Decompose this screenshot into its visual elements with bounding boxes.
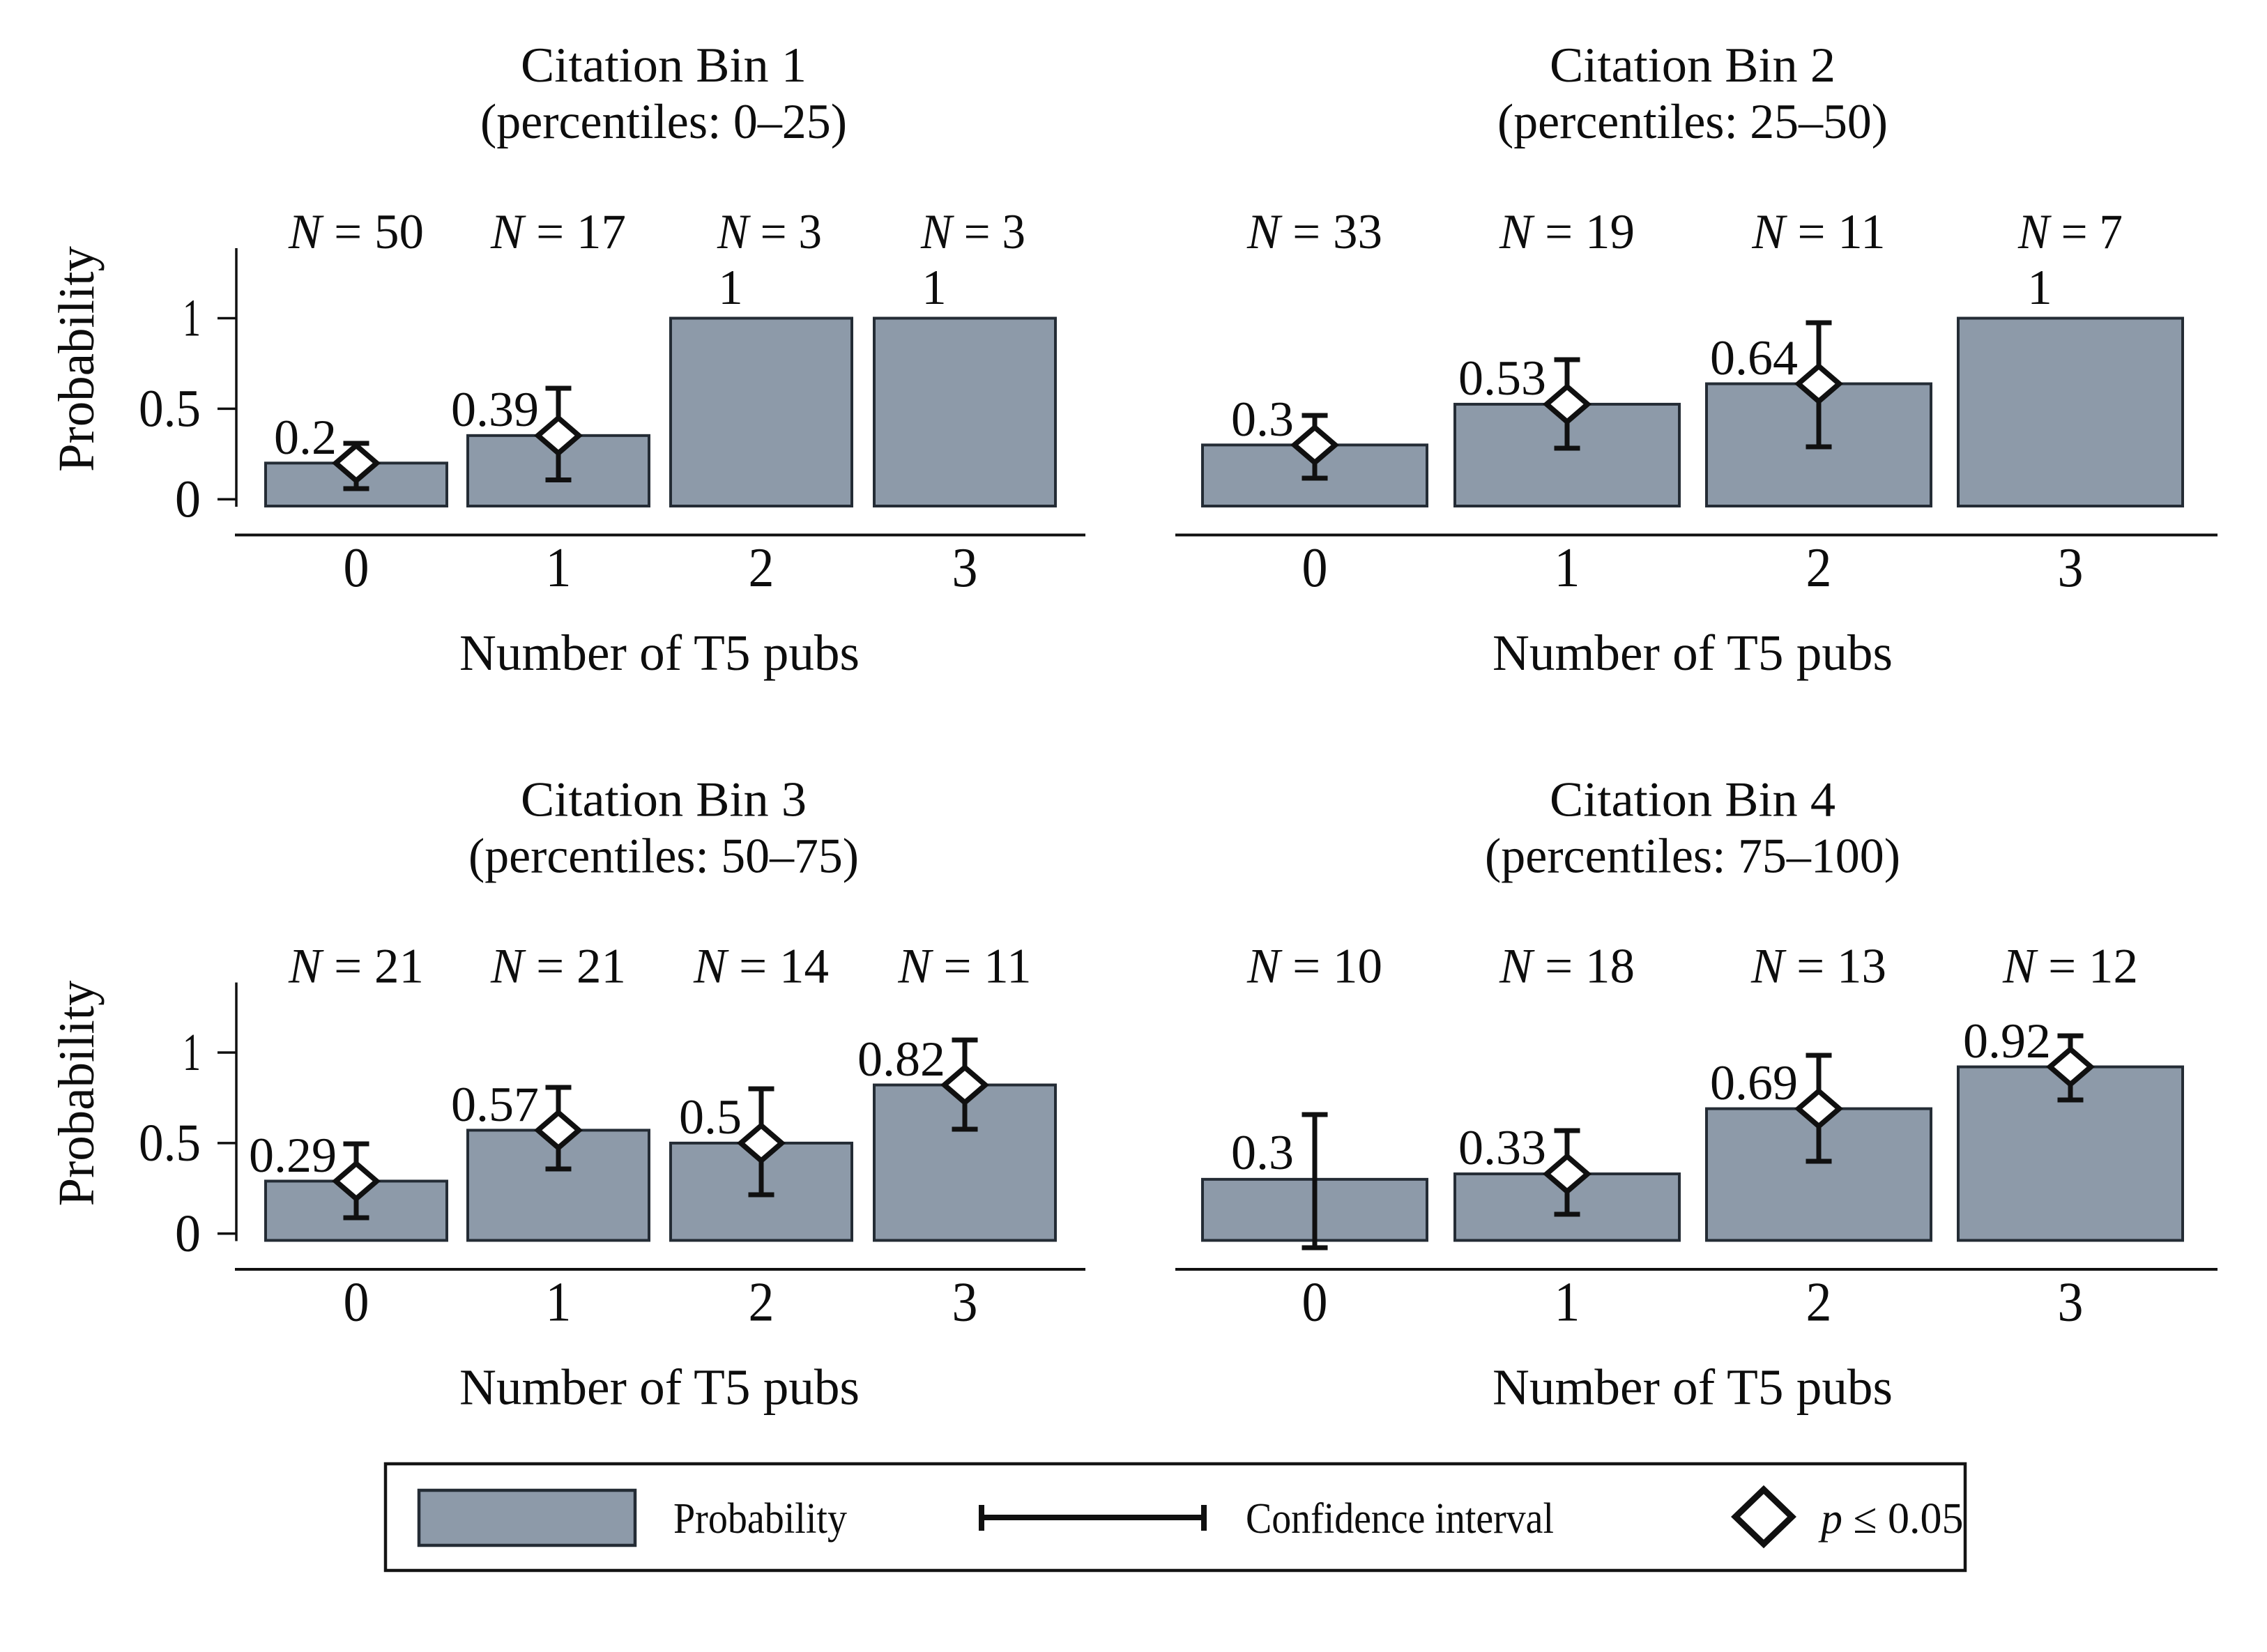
svg-text:Number of T5 pubs: Number of T5 pubs [459,625,860,681]
svg-text:0.2: 0.2 [274,411,337,465]
svg-text:p ≤ 0.05: p ≤ 0.05 [1818,1495,1964,1543]
svg-text:Citation Bin 3: Citation Bin 3 [521,773,807,827]
svg-text:0: 0 [1302,1272,1328,1333]
svg-text:Number of T5 pubs: Number of T5 pubs [459,1359,860,1416]
svg-text:0.39: 0.39 [451,383,539,437]
svg-text:Citation Bin 4: Citation Bin 4 [1550,773,1835,827]
svg-text:0.69: 0.69 [1710,1056,1798,1110]
svg-text:0.64: 0.64 [1710,331,1798,385]
svg-text:2: 2 [1806,537,1832,599]
svg-text:N = 21: N = 21 [288,940,424,994]
svg-text:Number of T5 pubs: Number of T5 pubs [1493,1359,1893,1416]
svg-text:N = 33: N = 33 [1246,205,1382,259]
svg-text:N = 11: N = 11 [1751,205,1885,259]
svg-text:2: 2 [749,1272,774,1333]
svg-text:2: 2 [749,537,774,599]
svg-text:N = 50: N = 50 [288,205,424,259]
svg-text:0: 0 [1302,537,1328,599]
svg-text:0.57: 0.57 [451,1078,539,1132]
svg-text:(percentiles: 50–75): (percentiles: 50–75) [468,829,859,884]
svg-text:N = 7: N = 7 [2017,205,2123,259]
svg-text:3: 3 [952,537,978,599]
svg-text:0.3: 0.3 [1231,392,1294,447]
svg-text:1: 1 [546,1272,572,1333]
svg-text:(percentiles: 0–25): (percentiles: 0–25) [480,95,847,149]
svg-text:0: 0 [344,1272,369,1333]
svg-text:3: 3 [952,1272,978,1333]
svg-text:N = 13: N = 13 [1750,940,1886,994]
svg-text:N = 17: N = 17 [490,205,626,259]
svg-text:0.5: 0.5 [139,1114,201,1172]
svg-text:0.33: 0.33 [1458,1121,1546,1175]
svg-text:0.92: 0.92 [1963,1014,2051,1069]
svg-text:1: 1 [2027,261,2052,315]
svg-text:0.5: 0.5 [139,379,201,438]
svg-text:0.3: 0.3 [1231,1126,1294,1180]
svg-text:1: 1 [183,289,201,348]
svg-text:0.5: 0.5 [679,1090,742,1145]
svg-text:1: 1 [1555,537,1580,599]
svg-text:(percentiles: 75–100): (percentiles: 75–100) [1485,829,1900,884]
svg-text:1: 1 [718,261,743,315]
svg-text:N = 3: N = 3 [717,205,822,259]
svg-text:1: 1 [922,261,947,315]
svg-text:Probability: Probability [48,980,105,1206]
svg-text:1: 1 [546,537,572,599]
svg-text:N = 18: N = 18 [1499,940,1635,994]
svg-text:Citation Bin 1: Citation Bin 1 [521,38,807,93]
svg-text:Probability: Probability [48,246,105,472]
svg-text:(percentiles: 25–50): (percentiles: 25–50) [1497,95,1888,149]
svg-text:N = 11: N = 11 [897,940,1031,994]
svg-text:Probability: Probability [673,1495,847,1543]
svg-text:0.29: 0.29 [249,1129,337,1183]
svg-text:0.82: 0.82 [857,1032,945,1087]
svg-text:1: 1 [183,1023,201,1082]
svg-text:N = 14: N = 14 [693,940,829,994]
svg-text:0: 0 [175,470,201,528]
svg-text:3: 3 [2058,537,2084,599]
svg-text:N = 3: N = 3 [920,205,1025,259]
svg-text:0: 0 [175,1204,201,1263]
svg-text:N = 19: N = 19 [1499,205,1635,259]
svg-text:3: 3 [2058,1272,2084,1333]
svg-text:0: 0 [344,537,369,599]
svg-text:1: 1 [1555,1272,1580,1333]
svg-text:N = 12: N = 12 [2002,940,2138,994]
svg-text:Citation Bin 2: Citation Bin 2 [1550,38,1835,93]
svg-text:2: 2 [1806,1272,1832,1333]
svg-text:N = 10: N = 10 [1246,940,1382,994]
svg-text:Number of T5 pubs: Number of T5 pubs [1493,625,1893,681]
svg-text:0.53: 0.53 [1458,351,1546,406]
svg-text:N = 21: N = 21 [490,940,626,994]
svg-text:Confidence interval: Confidence interval [1246,1495,1554,1543]
